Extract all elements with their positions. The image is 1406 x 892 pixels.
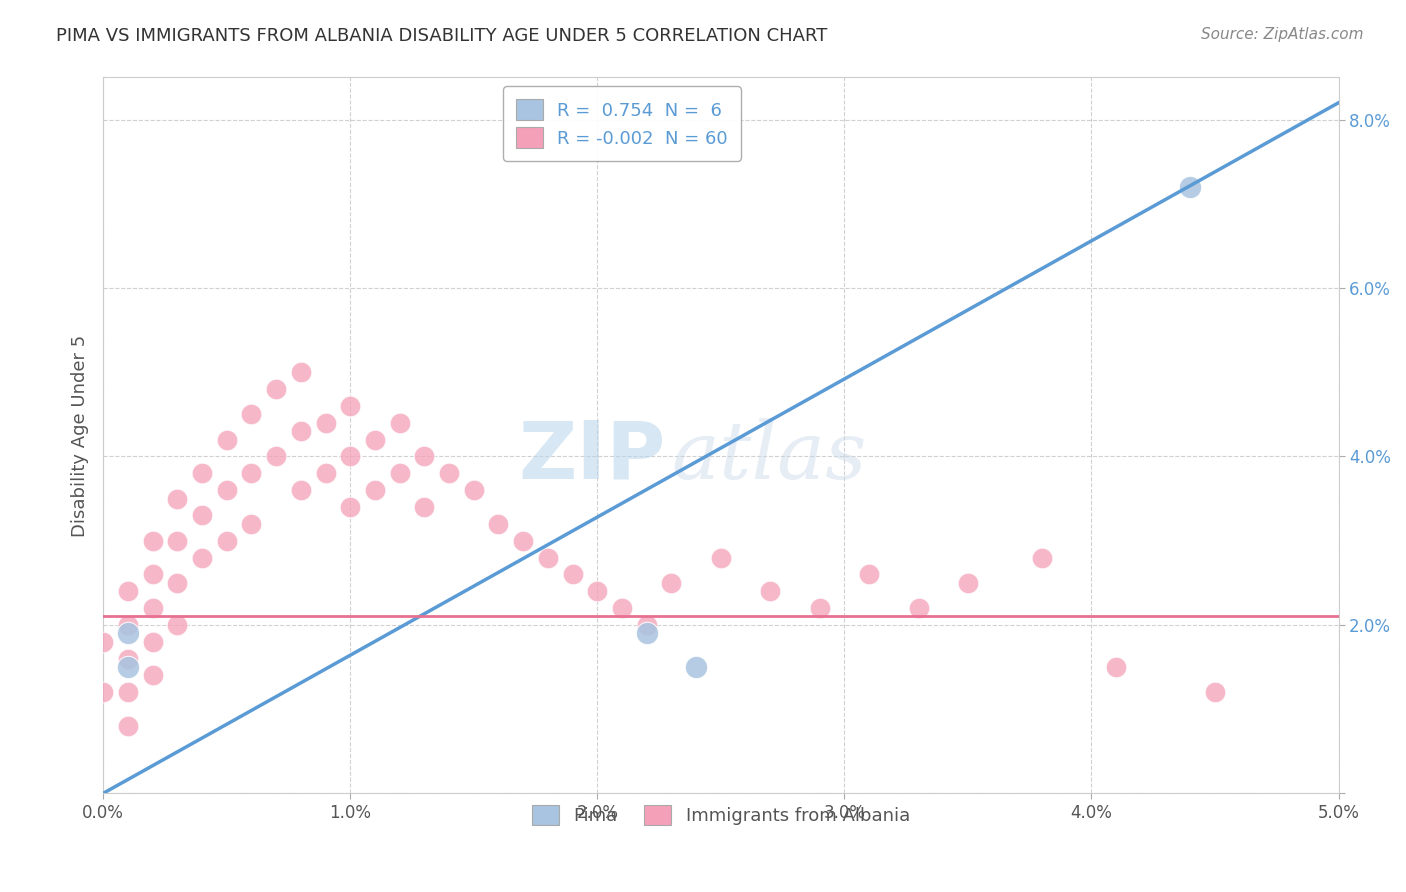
Point: [339, 500, 361, 514]
Point: [610, 601, 633, 615]
Point: [240, 467, 263, 481]
Point: [339, 450, 361, 464]
Point: [463, 483, 485, 497]
Point: [1105, 660, 1128, 674]
Point: [117, 660, 139, 674]
Point: [91, 634, 114, 648]
Point: [315, 467, 337, 481]
Point: [437, 467, 460, 481]
Point: [413, 450, 436, 464]
Point: [290, 424, 312, 438]
Point: [264, 382, 287, 396]
Legend: Pima, Immigrants from Albania: Pima, Immigrants from Albania: [523, 796, 920, 834]
Point: [512, 533, 534, 548]
Point: [141, 567, 163, 582]
Point: [1204, 685, 1226, 699]
Point: [166, 575, 188, 590]
Point: [141, 601, 163, 615]
Point: [264, 450, 287, 464]
Point: [141, 668, 163, 682]
Point: [907, 601, 929, 615]
Point: [117, 584, 139, 599]
Point: [166, 618, 188, 632]
Point: [339, 399, 361, 413]
Text: PIMA VS IMMIGRANTS FROM ALBANIA DISABILITY AGE UNDER 5 CORRELATION CHART: PIMA VS IMMIGRANTS FROM ALBANIA DISABILI…: [56, 27, 828, 45]
Point: [388, 467, 411, 481]
Point: [315, 416, 337, 430]
Point: [117, 651, 139, 665]
Point: [117, 719, 139, 733]
Text: atlas: atlas: [672, 418, 868, 496]
Point: [215, 533, 238, 548]
Point: [661, 575, 683, 590]
Point: [240, 408, 263, 422]
Point: [191, 550, 214, 565]
Point: [710, 550, 733, 565]
Point: [117, 685, 139, 699]
Point: [636, 618, 658, 632]
Y-axis label: Disability Age Under 5: Disability Age Under 5: [72, 334, 89, 536]
Point: [586, 584, 609, 599]
Point: [141, 634, 163, 648]
Point: [91, 685, 114, 699]
Point: [215, 483, 238, 497]
Point: [685, 660, 707, 674]
Point: [364, 483, 387, 497]
Point: [413, 500, 436, 514]
Point: [561, 567, 583, 582]
Text: ZIP: ZIP: [517, 417, 665, 496]
Point: [364, 433, 387, 447]
Point: [537, 550, 560, 565]
Point: [290, 365, 312, 379]
Point: [858, 567, 880, 582]
Point: [166, 491, 188, 506]
Point: [240, 516, 263, 531]
Point: [488, 516, 510, 531]
Point: [1031, 550, 1053, 565]
Point: [1180, 180, 1202, 194]
Point: [636, 626, 658, 640]
Point: [117, 618, 139, 632]
Point: [191, 467, 214, 481]
Text: Source: ZipAtlas.com: Source: ZipAtlas.com: [1201, 27, 1364, 42]
Point: [759, 584, 782, 599]
Point: [808, 601, 831, 615]
Point: [215, 433, 238, 447]
Point: [117, 626, 139, 640]
Point: [191, 508, 214, 523]
Point: [141, 533, 163, 548]
Point: [388, 416, 411, 430]
Point: [956, 575, 979, 590]
Point: [166, 533, 188, 548]
Point: [290, 483, 312, 497]
